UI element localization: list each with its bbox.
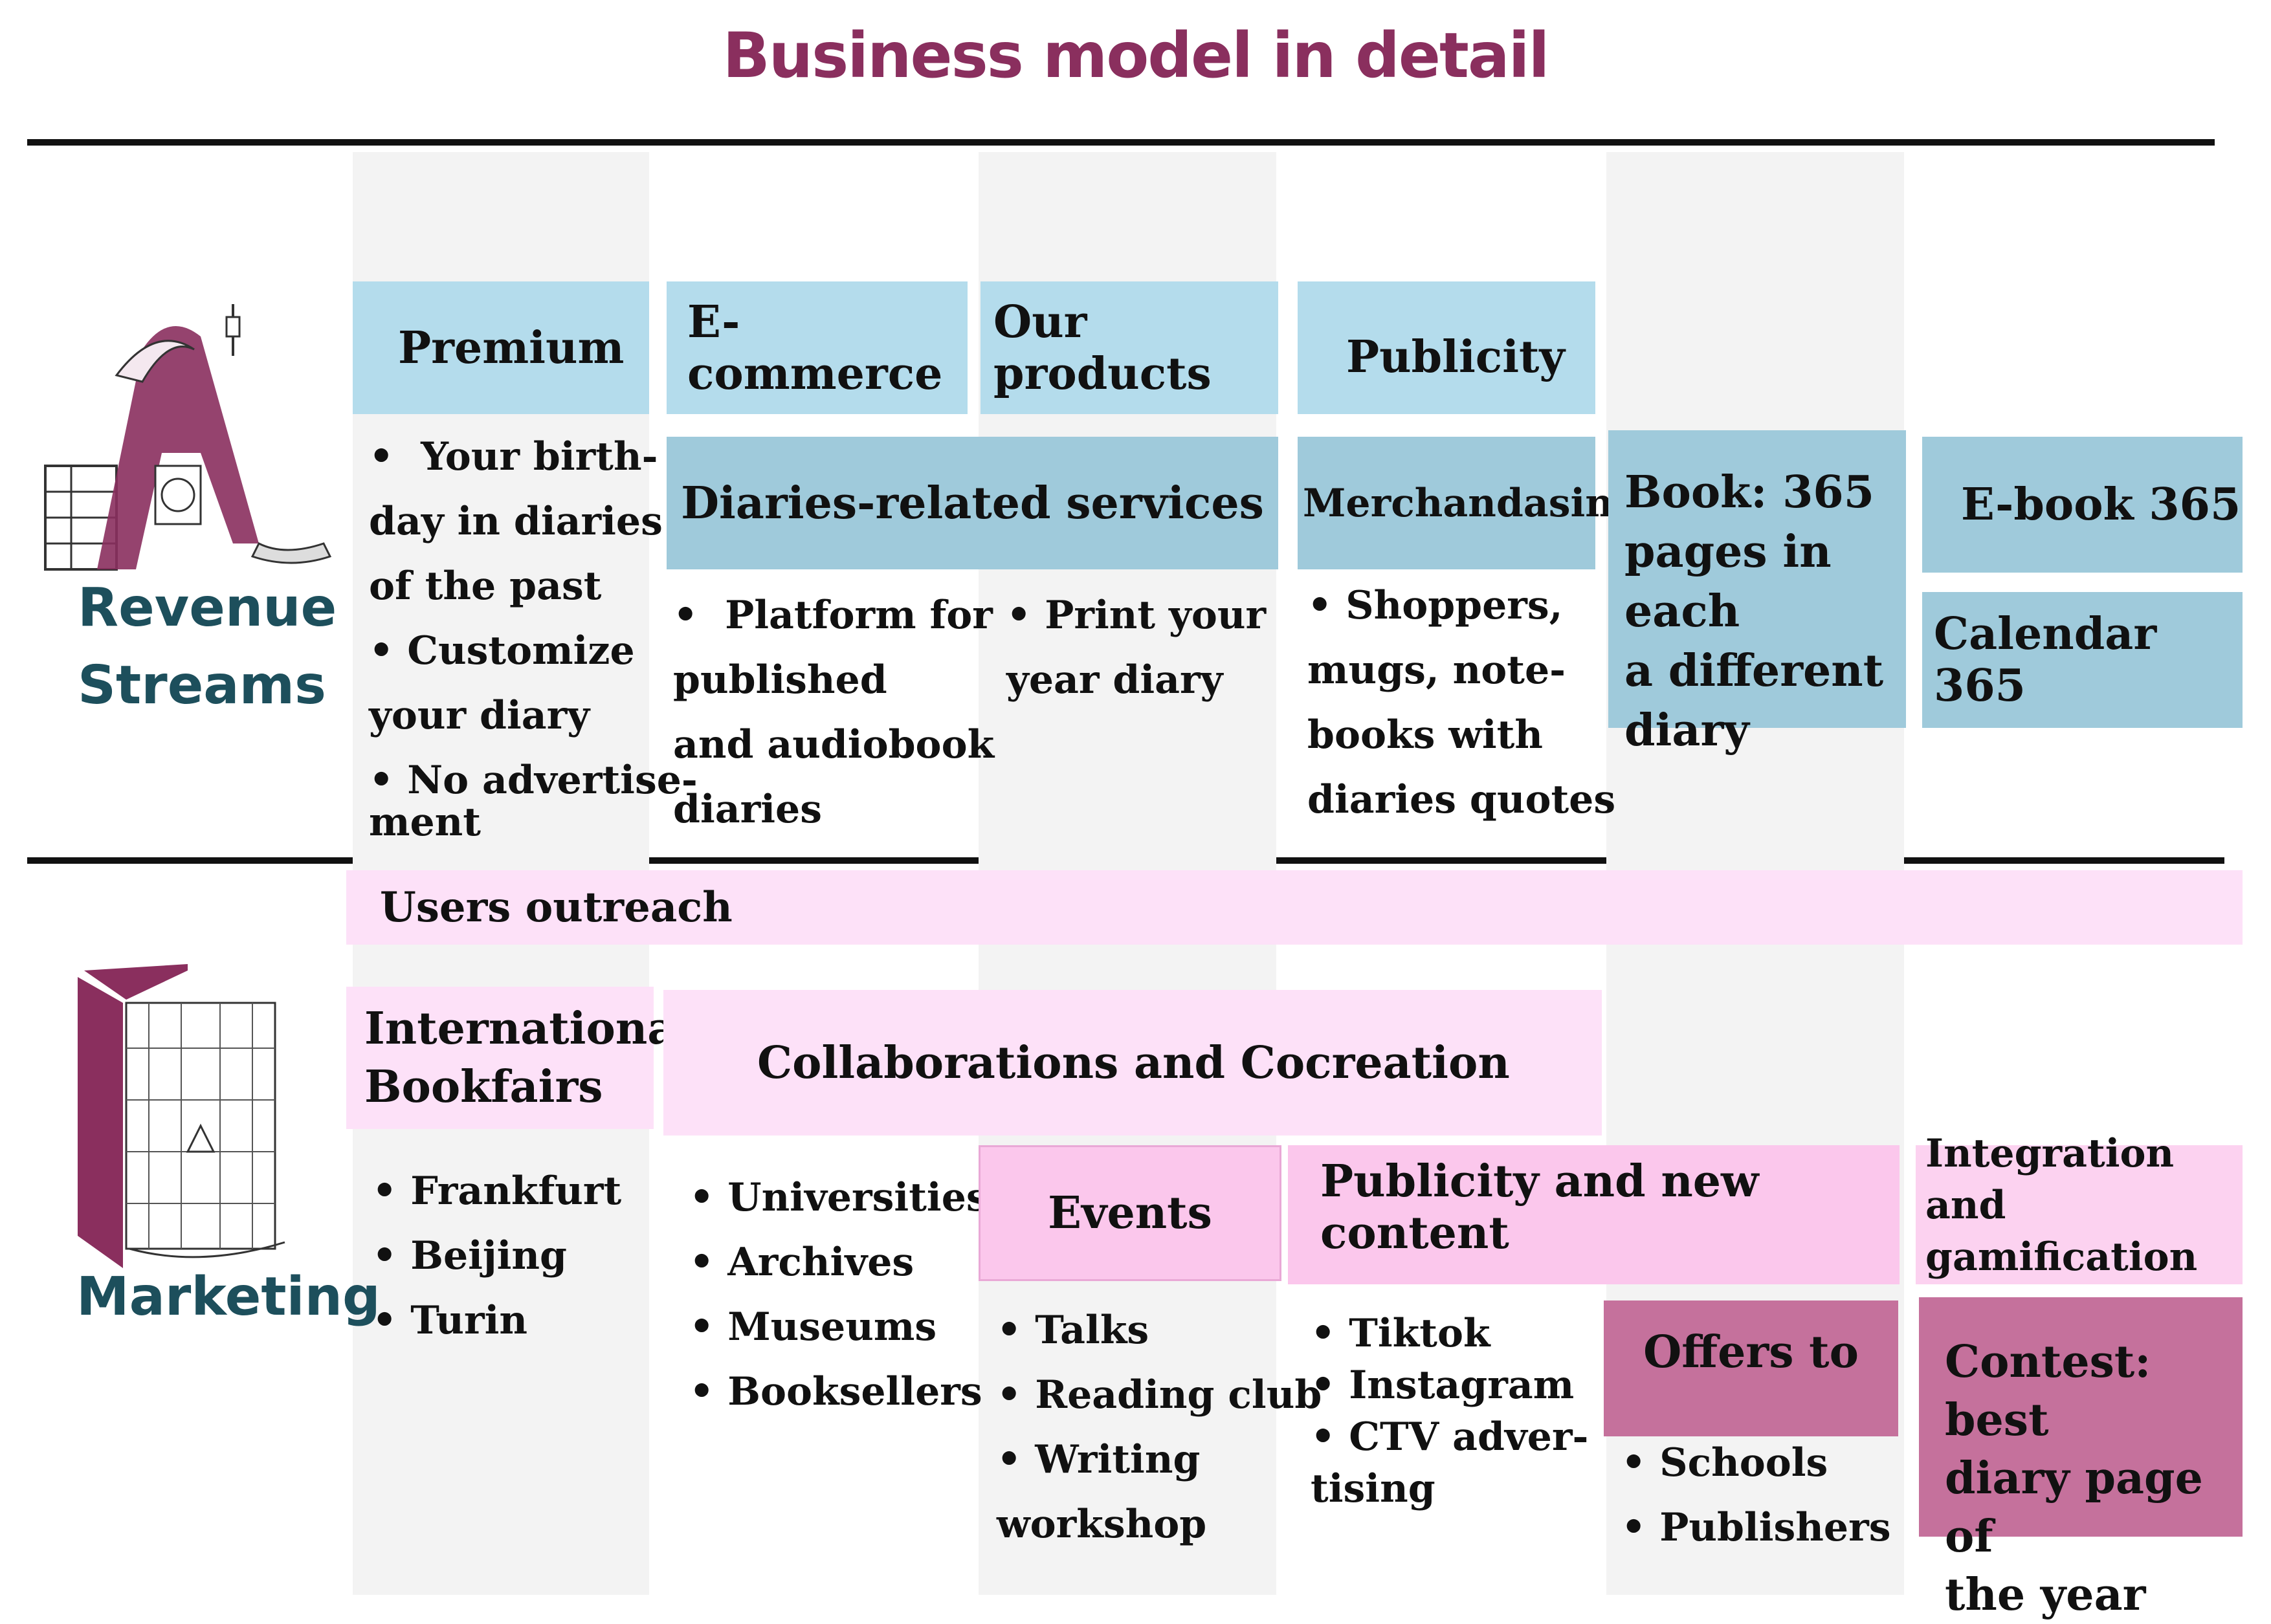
premium-line-7: ment	[369, 800, 481, 845]
diaries-services-header: Diaries-related services	[667, 437, 1278, 569]
ecommerce-header: E-commerce	[667, 281, 968, 414]
revenue-streams-label: Revenue Streams	[78, 569, 337, 725]
premium-line-3: of the past	[369, 564, 602, 609]
platform-line-2: published	[673, 657, 887, 703]
premium-line-1: • Your birth-	[369, 434, 658, 479]
premium-line-2: day in diaries	[369, 499, 663, 544]
illustrated-letter-a-icon	[44, 304, 332, 571]
offers-header-text: Offers to	[1643, 1326, 1859, 1378]
marketing-label: Marketing	[76, 1266, 381, 1328]
collab-item-3: • Museums	[689, 1304, 937, 1350]
premium-line-6: • No advertise-	[369, 758, 698, 803]
publicity-content-item-4: tising	[1311, 1466, 1435, 1511]
users-outreach-text: Users outreach	[380, 883, 733, 932]
platform-line-4: diaries	[673, 787, 822, 832]
premium-line-4: • Customize	[369, 628, 635, 674]
events-item-3: • Writing	[997, 1437, 1201, 1482]
book-365-line-1: Book: 365	[1624, 466, 1875, 518]
integration-header-line-2: and gamification	[1925, 1182, 2198, 1280]
publicity-content-header: Publicity and new content	[1288, 1145, 1900, 1284]
ecommerce-header-text: E-commerce	[687, 296, 943, 400]
marketing-illustration	[71, 964, 298, 1275]
ebook-365-text: E-book 365	[1961, 479, 2241, 531]
page-title: Business model in detail	[722, 19, 1550, 92]
collab-item-1: • Universities	[689, 1175, 988, 1220]
publicity-header-text: Publicity	[1346, 331, 1565, 383]
book-365-text: Book: 365 pages in each a different diar…	[1624, 463, 1906, 760]
users-outreach-bar: Users outreach	[346, 870, 2243, 945]
offers-item-2: • Publishers	[1621, 1505, 1891, 1550]
ebook-365-box: E-book 365	[1922, 437, 2243, 573]
platform-line-1: • Platform for	[673, 593, 993, 638]
merchandasing-header-text: Merchandasing	[1303, 480, 1641, 526]
merch-line-3: books with	[1307, 712, 1544, 758]
integration-header-line-1: Integration	[1925, 1130, 2175, 1176]
publicity-content-header-text: Publicity and new content	[1320, 1155, 1759, 1259]
print-line-1: • Print your	[1006, 593, 1267, 638]
events-item-1: • Talks	[997, 1308, 1149, 1353]
diaries-services-header-text: Diaries-related services	[681, 477, 1264, 529]
our-products-header: Our products	[980, 281, 1278, 414]
revenue-label-line2: Streams	[78, 655, 326, 716]
calendar-365-box: Calendar 365	[1922, 592, 2243, 728]
bookfair-item-3: • Turin	[372, 1298, 528, 1343]
events-item-2: • Reading club	[997, 1372, 1322, 1418]
illustrated-book-icon	[78, 964, 285, 1268]
contest-box: Contest: best diary page of the year	[1919, 1297, 2243, 1621]
merch-line-2: mugs, note-	[1307, 648, 1566, 693]
publicity-content-item-2: • Instagram	[1311, 1363, 1575, 1408]
contest-line-2: diary page of	[1945, 1453, 2203, 1563]
revenue-illustration	[39, 298, 343, 576]
publicity-content-item-3: • CTV adver-	[1311, 1414, 1589, 1460]
bookfairs-header: International Bookfairs	[346, 987, 692, 1129]
integration-header-text: Integration and gamification	[1925, 1128, 2243, 1283]
merch-line-4: diaries quotes	[1307, 777, 1616, 822]
calendar-365-text: Calendar 365	[1934, 608, 2157, 712]
merch-line-1: • Shoppers,	[1307, 583, 1563, 628]
collab-item-2: • Archives	[689, 1240, 914, 1285]
platform-line-3: and audiobook	[673, 722, 995, 767]
bookfair-item-1: • Frankfurt	[372, 1169, 622, 1214]
integration-header: Integration and gamification	[1916, 1131, 2243, 1284]
merchandasing-header: Merchandasing	[1298, 437, 1641, 569]
book-365-box: Book: 365 pages in each a different diar…	[1608, 430, 1906, 756]
events-header-text: Events	[1048, 1187, 1212, 1239]
publicity-header: Publicity	[1298, 281, 1595, 414]
bookfair-item-2: • Beijing	[372, 1233, 567, 1278]
contest-line-1: Contest: best	[1945, 1336, 2151, 1446]
collab-header: Collaborations and Cocreation	[663, 990, 1602, 1136]
collab-header-text: Collaborations and Cocreation	[757, 1037, 1510, 1089]
revenue-label-line1: Revenue	[78, 577, 337, 639]
premium-line-5: your diary	[369, 693, 590, 738]
offers-item-1: • Schools	[1621, 1440, 1828, 1486]
book-365-line-2: pages in each	[1624, 526, 1832, 637]
offers-header: Offers to	[1604, 1300, 1898, 1436]
print-line-2: year diary	[1006, 657, 1223, 703]
premium-header-text: Premium	[398, 322, 625, 374]
book-365-line-4: diary	[1624, 705, 1749, 756]
book-365-line-3: a different	[1624, 645, 1884, 697]
collab-item-4: • Booksellers	[689, 1369, 982, 1414]
our-products-header-text: Our products	[993, 296, 1212, 400]
events-item-4: workshop	[997, 1502, 1207, 1547]
bookfairs-header-line-1: International	[364, 1003, 693, 1055]
bookfairs-header-line-2: Bookfairs	[364, 1061, 603, 1113]
events-header: Events	[979, 1145, 1281, 1281]
publicity-content-item-1: • Tiktok	[1311, 1311, 1490, 1356]
bookfairs-header-text: International Bookfairs	[364, 1000, 692, 1116]
top-divider	[27, 139, 2215, 146]
contest-line-3: the year	[1945, 1569, 2146, 1621]
premium-header: Premium	[353, 281, 649, 414]
contest-text: Contest: best diary page of the year	[1945, 1333, 2243, 1624]
